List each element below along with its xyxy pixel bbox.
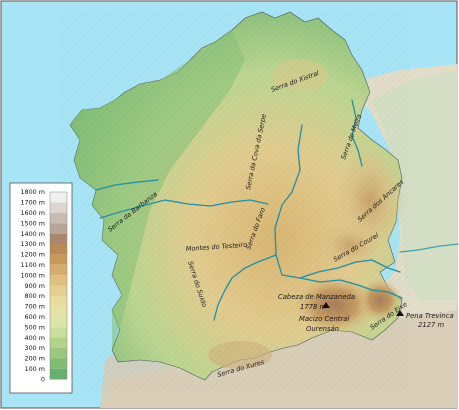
label-cabeza-de-manzaneda: Cabeza de Manzaneda (278, 293, 355, 301)
legend-swatch (50, 285, 67, 296)
label-macizo-central: Macizo Central (299, 315, 349, 323)
legend-label: 1000 m (20, 271, 45, 279)
river-navia (351, 99, 363, 167)
legend-label: 200 m (25, 355, 45, 363)
legend-label: 900 m (25, 282, 45, 290)
label-pena-trevinca: Pena Trevinca (406, 312, 454, 320)
legend-label: 800 m (25, 292, 45, 300)
legend-label: 400 m (25, 334, 45, 342)
legend-swatch (50, 244, 67, 255)
legend-label: 1700 m (20, 199, 45, 207)
river-mino (274, 124, 401, 279)
legend-label: 1100 m (20, 261, 45, 269)
legend-swatch (50, 327, 67, 338)
legend-swatch (50, 192, 67, 203)
legend-label: 1300 m (20, 240, 45, 248)
legend-label: 1400 m (20, 230, 45, 238)
river-tambre (95, 179, 159, 191)
legend-label: 700 m (25, 303, 45, 311)
legend-label: 1200 m (20, 251, 45, 259)
peak-marker-trevinca (396, 310, 404, 316)
legend-label: 100 m (25, 365, 45, 373)
legend-label: 600 m (25, 313, 45, 321)
legend-label: 300 m (25, 344, 45, 352)
rivers (95, 99, 459, 321)
legend-swatch (50, 212, 67, 224)
legend-swatch (50, 306, 67, 317)
label-trevinca-altitude: 2127 m (418, 321, 444, 329)
peak-marker-manzaneda (322, 302, 330, 308)
river-sil (299, 277, 403, 299)
legend-swatch (50, 348, 67, 359)
legend-swatch (50, 202, 67, 213)
label-manzaneda-altitude: 1778 m (300, 303, 326, 311)
legend-swatch (50, 368, 67, 380)
legend-label: 0 (41, 375, 45, 383)
legend-swatch (50, 233, 67, 244)
legend-swatch-border (49, 191, 68, 380)
legend-swatch (50, 223, 67, 234)
legend-label-column: 1800 m 1700 m 1600 m 1500 m 1400 m 1300 m 1200… (20, 188, 45, 383)
legend-label: 1600 m (20, 209, 45, 217)
river-mino-lower (213, 254, 277, 321)
legend-swatch (50, 264, 67, 276)
legend-label: 500 m (25, 323, 45, 331)
label-ourensan: Ourensán (306, 325, 339, 333)
legend-swatch (50, 275, 67, 286)
river-eo (399, 243, 459, 253)
legend-swatch (50, 296, 67, 307)
legend-swatch (50, 337, 67, 348)
river-ulla (99, 199, 269, 219)
legend-label: 1800 m (20, 188, 45, 196)
legend-swatch (50, 358, 67, 369)
legend-swatch (50, 316, 67, 328)
relief-texture (60, 10, 410, 390)
legend-swatch-column (49, 191, 68, 380)
legend-swatch (50, 254, 67, 265)
legend-label: 1500 m (20, 219, 45, 227)
elevation-legend: 1800 m 1700 m 1600 m 1500 m 1400 m 1300 m 1200… (9, 182, 73, 394)
